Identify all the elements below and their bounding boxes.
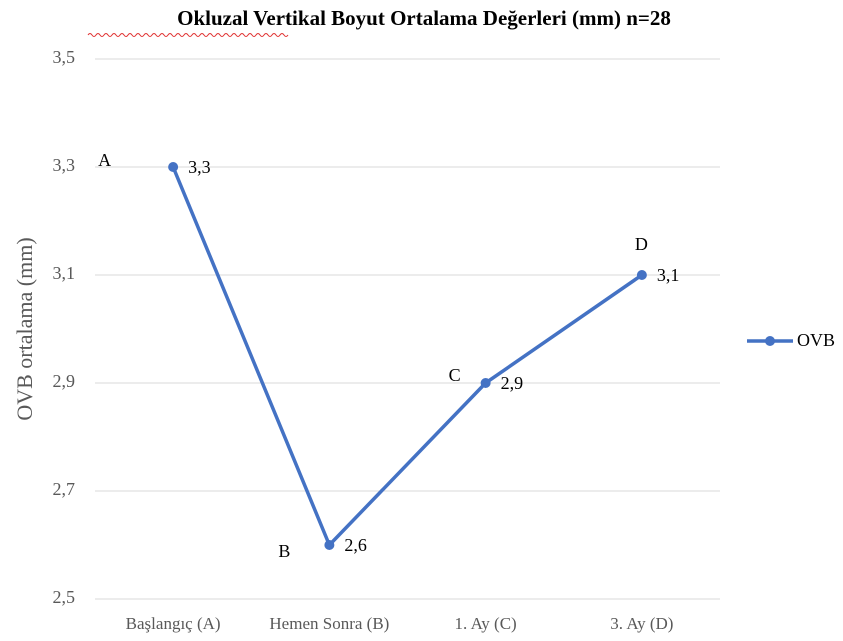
data-label: 3,1 <box>657 265 680 285</box>
x-tick-label: Hemen Sonra (B) <box>269 614 389 633</box>
point-marker <box>324 540 335 550</box>
annotation: D <box>635 234 648 254</box>
x-tick-label: 3. Ay (D) <box>610 614 673 633</box>
legend-label: OVB <box>797 330 835 350</box>
point-marker <box>636 270 647 280</box>
series-line <box>171 166 643 547</box>
spellcheck-underline <box>87 33 289 37</box>
chart-title: Okluzal Vertikal Boyut Ortalama Değerler… <box>177 6 671 30</box>
y-tick-label: 2,7 <box>53 479 76 499</box>
data-label: 3,3 <box>188 157 211 177</box>
data-label: 2,6 <box>344 535 367 555</box>
y-tick-label: 2,9 <box>53 371 76 391</box>
y-tick-label: 3,3 <box>53 155 76 175</box>
x-tick-label: Başlangıç (A) <box>126 614 221 633</box>
legend-marker <box>765 336 775 346</box>
data-label: 2,9 <box>501 373 524 393</box>
y-tick-label: 3,1 <box>53 263 76 283</box>
annotation: A <box>98 150 111 170</box>
y-tick-label: 3,5 <box>53 47 76 67</box>
y-tick-label: 2,5 <box>53 587 76 607</box>
annotation: B <box>278 541 290 561</box>
point-marker <box>480 378 491 388</box>
y-axis-label: OVB ortalama (mm) <box>12 237 37 420</box>
x-tick-label: 1. Ay (C) <box>455 614 517 633</box>
point-marker <box>168 162 179 172</box>
annotation: C <box>449 365 461 385</box>
